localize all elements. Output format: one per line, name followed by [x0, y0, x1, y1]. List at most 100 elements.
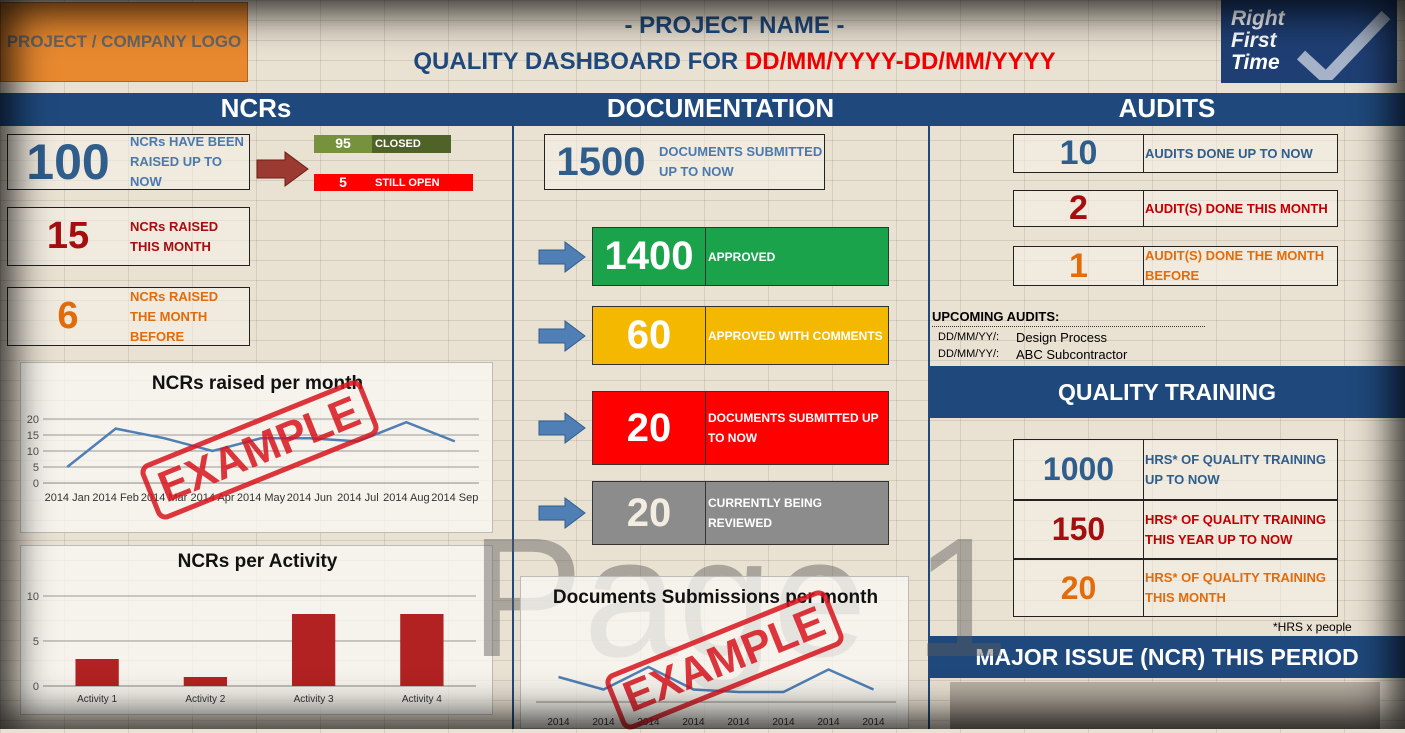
footnote: *HRS x people — [1273, 620, 1352, 634]
arrow — [538, 497, 586, 529]
upcoming-date: DD/MM/YY/: — [938, 348, 1000, 360]
chart: Documents Submissions per month 2014 2014 2… — [520, 576, 909, 729]
status-box: 60 APPROVED WITH COMMENTS — [592, 306, 889, 365]
arrow — [538, 319, 586, 352]
status-label: CURRENTLY BEING REVIEWED — [708, 496, 823, 530]
kpi-label: HRS* OF QUALITY TRAINING THIS MONTH — [1145, 570, 1327, 605]
kpi-label: AUDIT(S) DONE THE MONTH BEFORE — [1145, 248, 1325, 283]
graphic — [538, 319, 586, 352]
chart-title: NCRs per Activity — [178, 551, 338, 572]
kpi-label: HRS* OF QUALITY TRAINING THIS YEAR UP TO… — [1145, 511, 1327, 547]
kpi-label: HRS* OF QUALITY TRAINING UP TO NOW — [1145, 451, 1327, 487]
upcoming-title: UPCOMING AUDITS: — [932, 309, 1205, 327]
y-tick-label: 10 — [27, 591, 39, 603]
line — [66, 420, 456, 468]
kpi-label: NCRs HAVE BEEN RAISED UP TO NOW — [130, 134, 244, 189]
x-tick-label: Activity 1 — [77, 694, 117, 705]
x-tick-label: 2014 — [637, 717, 660, 728]
y-tick-label: 10 — [27, 446, 39, 458]
kpi-box: 1500 DOCUMENTS SUBMITTED UP TO NOW — [544, 134, 825, 190]
status-value: 20 — [593, 392, 706, 464]
status-value: 60 — [593, 307, 706, 364]
status-label: APPROVED — [708, 249, 776, 264]
kpi-box: 2 AUDIT(S) DONE THIS MONTH — [1013, 189, 1338, 227]
kpi-box: 150 HRS* OF QUALITY TRAINING THIS YEAR UP… — [1013, 500, 1338, 559]
divider — [928, 126, 930, 729]
y-tick-label: 0 — [33, 478, 39, 490]
x-tick-label: 2014 Sep — [431, 492, 478, 504]
x-tick-label: 2014 — [772, 717, 795, 728]
kpi-label: AUDITS DONE UP TO NOW — [1145, 145, 1313, 161]
section-heading: DOCUMENTATION — [512, 93, 929, 126]
kpi-value: 1500 — [556, 139, 646, 184]
x-tick-label: 2014 Aug — [383, 492, 430, 504]
section-heading: NCRs — [0, 93, 512, 126]
upcoming-date: DD/MM/YY/: — [938, 331, 1000, 343]
x-tick-label: Activity 3 — [294, 694, 334, 705]
open-value: 5 — [314, 174, 372, 191]
arrow — [538, 412, 586, 444]
kpi-value: 6 — [57, 295, 79, 337]
y-tick-label: 5 — [33, 462, 39, 474]
section-heading: MAJOR ISSUE (NCR) THIS PERIOD — [929, 636, 1405, 678]
bar — [183, 677, 228, 686]
status-box: 20 DOCUMENTS SUBMITTED UP TO NOW — [592, 391, 889, 465]
status-box: 20 CURRENTLY BEING REVIEWED — [592, 481, 889, 545]
project-name: - PROJECT NAME - — [624, 12, 845, 39]
kpi-label: DOCUMENTS SUBMITTED UP TO NOW — [659, 144, 823, 179]
kpi-box: 15 NCRs RAISED THIS MONTH — [7, 207, 250, 266]
line — [558, 665, 875, 694]
x-tick-label: 2014 — [592, 717, 615, 728]
bar — [400, 614, 444, 686]
graphic — [538, 240, 586, 273]
badge-line: Time — [1231, 51, 1280, 74]
section-heading: AUDITS — [929, 93, 1405, 126]
graphic — [256, 151, 309, 187]
closed-label: CLOSED — [372, 135, 451, 153]
graphic — [538, 497, 586, 529]
x-tick-label: 2014 Jul — [337, 492, 379, 504]
kpi-value: 100 — [26, 134, 110, 190]
x-tick-label: 2014 — [727, 717, 750, 728]
x-tick-label: 2014 Feb — [92, 492, 138, 504]
chart-title: Documents Submissions per month — [553, 587, 878, 608]
x-tick-label: 2014 — [862, 717, 885, 728]
arrow — [538, 240, 586, 273]
issue-image — [950, 682, 1380, 729]
open-label: STILL OPEN — [372, 174, 473, 191]
badge: Right First Time — [1221, 0, 1397, 83]
status-box: 1400 APPROVED — [592, 227, 889, 286]
section-heading: QUALITY TRAINING — [929, 366, 1405, 418]
kpi-box: 20 HRS* OF QUALITY TRAINING THIS MONTH — [1013, 559, 1338, 617]
kpi-value: 20 — [1014, 560, 1144, 616]
kpi-label: NCRs RAISED THE MONTH BEFORE — [130, 288, 219, 344]
bar — [75, 659, 119, 686]
badge-line: Right — [1231, 7, 1285, 30]
y-tick-label: 20 — [27, 414, 39, 426]
kpi-box: 6 NCRs RAISED THE MONTH BEFORE — [7, 287, 250, 346]
y-tick-label: 0 — [33, 681, 39, 693]
status-value: 1400 — [593, 228, 706, 285]
kpi-value: 2 — [1014, 189, 1144, 227]
x-tick-label: 2014 Mar — [141, 492, 188, 504]
kpi-box: 1 AUDIT(S) DONE THE MONTH BEFORE — [1013, 246, 1338, 286]
badge-check — [1296, 10, 1391, 80]
x-tick-label: 2014 — [817, 717, 840, 728]
kpi-box: 10 AUDITS DONE UP TO NOW — [1013, 134, 1338, 173]
divider — [512, 126, 514, 729]
graphic — [538, 412, 586, 444]
x-tick-label: 2014 May — [237, 492, 286, 504]
logo: PROJECT / COMPANY LOGO — [0, 2, 248, 82]
status-label: DOCUMENTS SUBMITTED UP TO NOW — [708, 411, 879, 445]
closed-value: 95 — [314, 135, 372, 153]
chart: NCRs per Activity 0 5 10 Activity 1 Activity … — [20, 545, 493, 715]
period: DD/MM/YYYY-DD/MM/YYYY — [744, 48, 1056, 75]
graphic — [1296, 10, 1391, 80]
x-tick-label: 2014 Apr — [191, 492, 235, 504]
x-tick-label: 2014 — [682, 717, 705, 728]
kpi-box: 100 NCRs HAVE BEEN RAISED UP TO NOW — [7, 134, 250, 190]
upcoming-name: ABC Subcontractor — [1016, 347, 1128, 362]
x-tick-label: Activity 4 — [402, 694, 442, 705]
x-tick-label: 2014 — [547, 717, 570, 728]
